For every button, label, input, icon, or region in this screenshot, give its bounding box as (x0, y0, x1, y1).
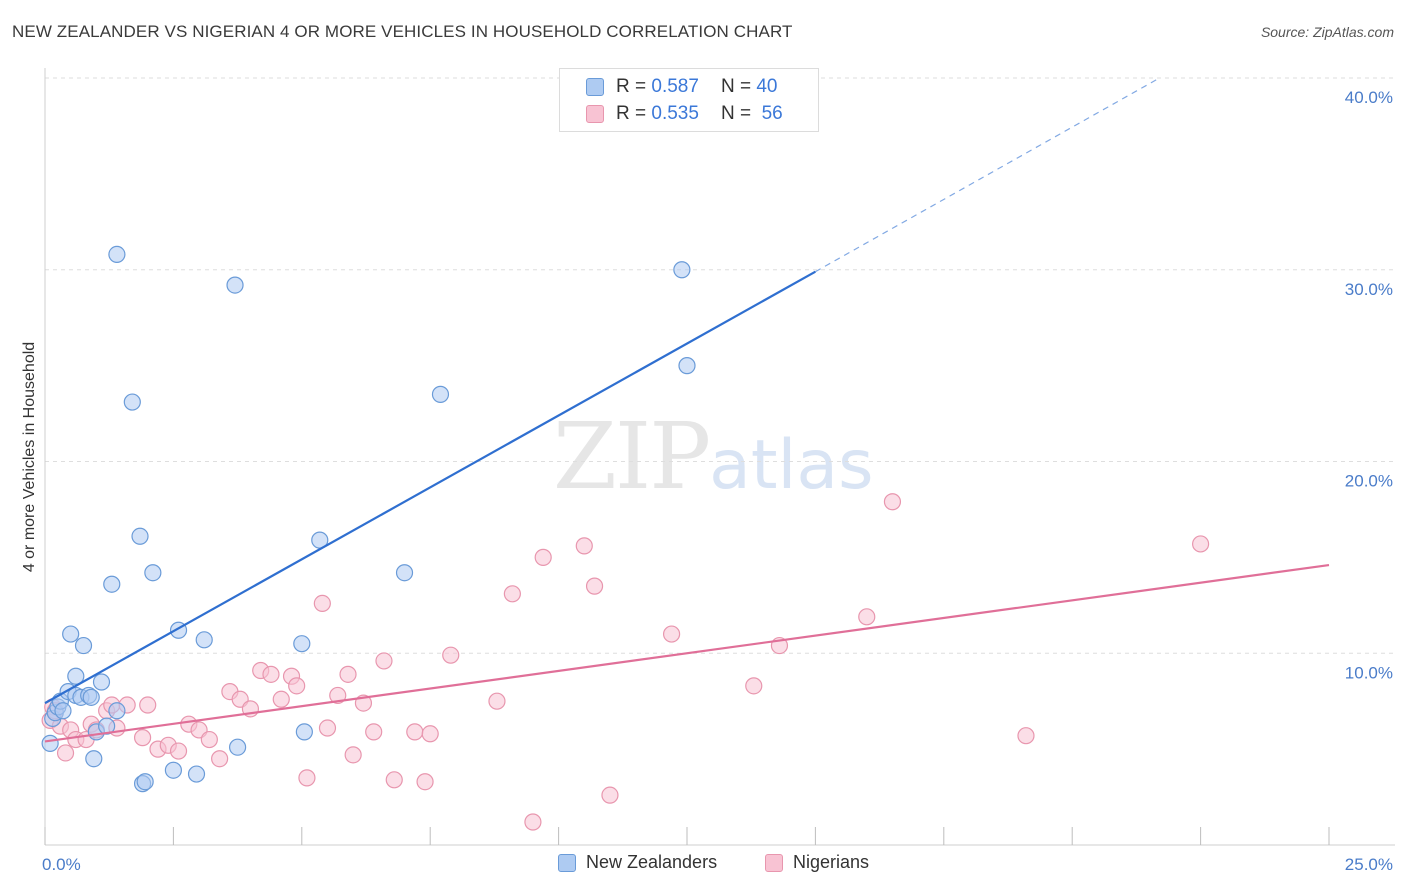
nigerian-point (211, 750, 229, 768)
new-zealander-point (673, 261, 691, 279)
nigerian-trendline (44, 563, 1330, 743)
nigerian-point (318, 719, 337, 737)
nigerian-point (139, 696, 157, 714)
new-zealander-point (164, 761, 182, 779)
legend-row-new-zealanders: R = 0.587 N = 40 (586, 75, 777, 99)
nigerian-point (416, 773, 434, 791)
new-zealander-point (226, 276, 244, 294)
watermark-zip: ZIP (553, 403, 711, 510)
nigerian-point (365, 723, 383, 741)
new-zealander-point (136, 773, 154, 791)
new-zealander-point (92, 673, 111, 691)
source-credit: Source: ZipAtlas.com (1260, 24, 1394, 40)
nigerian-point (662, 625, 681, 643)
new-zealander-point (678, 357, 696, 375)
nigerian-point (200, 730, 218, 749)
new-zealander-point (187, 765, 206, 783)
new-zealander-point (431, 385, 450, 403)
new-zealander-point (67, 667, 85, 685)
new-zealander-point (144, 564, 162, 582)
new-zealander-point (85, 750, 103, 768)
new-zealander-point (82, 688, 100, 706)
legend-swatch-blue (586, 78, 604, 96)
nigerian-point (745, 677, 763, 695)
nigerian-point (339, 665, 357, 683)
new-zealander-point (41, 734, 59, 752)
legend-n-value: 40 (756, 76, 778, 97)
y-tick-label: 30.0% (1345, 280, 1393, 299)
nigerian-point (272, 690, 290, 708)
nigerian-point (534, 548, 552, 566)
new-zealander-point (195, 631, 213, 649)
nigerian-point (262, 665, 280, 683)
series-swatch-blue (558, 853, 576, 872)
new-zealander-point (229, 738, 247, 756)
nigerian-point (524, 813, 542, 831)
nigerian-point (329, 686, 347, 705)
nigerian-point (406, 723, 424, 741)
nigerian-point (133, 729, 152, 747)
nigerian-point (442, 646, 460, 664)
nigerian-point (169, 742, 188, 760)
legend-r-value: 0.535 (651, 103, 699, 124)
nigerian-point (298, 769, 316, 787)
nigerian-point (344, 746, 362, 764)
new-zealander-point (98, 717, 116, 735)
y-tick-label: 10.0% (1345, 663, 1393, 682)
x-tick-label: 0.0% (42, 855, 81, 874)
nigerian-point (1017, 727, 1035, 745)
new-zealander-point (74, 636, 93, 655)
new-zealander-point (395, 564, 414, 582)
legend-r-label: R = (616, 76, 647, 97)
correlation-legend: R = 0.587 N = 40 R = 0.535 N = 56 (559, 68, 819, 132)
legend-swatch-pink (586, 105, 604, 123)
nigerian-point (883, 493, 902, 511)
nigerian-point (1191, 535, 1210, 553)
new-zealander-point (54, 702, 72, 720)
new-zealander-point (103, 575, 121, 593)
new-zealander-point (293, 635, 311, 653)
nigerian-point (56, 744, 75, 762)
zipatlas-watermark: ZIPatlas (553, 403, 874, 510)
legend-n-label: N = (720, 103, 752, 124)
new-zealander-trendline-extension (815, 77, 1160, 273)
new-zealander-point (123, 393, 141, 411)
y-tick-label: 20.0% (1345, 472, 1393, 491)
new-zealander-point (131, 527, 149, 545)
series-label-new-zealanders: New Zealanders (586, 852, 718, 872)
nigerian-point (313, 594, 331, 612)
new-zealander-point (108, 702, 126, 720)
new-zealander-point (295, 723, 313, 741)
legend-n-label: N = (720, 76, 752, 97)
legend-n-value: 56 (761, 103, 783, 124)
nigerian-point (488, 692, 506, 710)
y-tick-label: 40.0% (1345, 88, 1393, 107)
nigerian-point (858, 608, 876, 626)
series-legend-new-zealanders: New Zealanders (558, 852, 717, 873)
nigerian-point (585, 577, 604, 595)
nigerian-point (503, 585, 521, 603)
nigerian-point (375, 652, 393, 670)
watermark-atlas: atlas (709, 426, 874, 505)
nigerian-point (288, 677, 306, 695)
legend-r-label: R = (616, 103, 647, 124)
legend-row-nigerians: R = 0.535 N = 56 (586, 102, 783, 126)
series-swatch-pink (765, 853, 783, 872)
new-zealander-trendline (44, 270, 816, 705)
chart-title: NEW ZEALANDER VS NIGERIAN 4 OR MORE VEHI… (12, 22, 793, 41)
nigerian-point (575, 537, 593, 555)
nigerian-point (421, 725, 439, 743)
nigerian-point (601, 786, 619, 804)
series-label-nigerians: Nigerians (793, 852, 870, 872)
series-legend-nigerians: Nigerians (765, 852, 869, 873)
new-zealander-point (108, 245, 126, 264)
x-tick-label: 25.0% (1345, 855, 1393, 874)
new-zealander-point (62, 625, 80, 643)
legend-r-value: 0.587 (651, 76, 699, 97)
nigerian-point (385, 771, 403, 789)
